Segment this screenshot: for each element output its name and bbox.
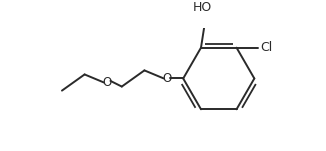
Text: HO: HO	[193, 1, 212, 14]
Text: O: O	[162, 72, 172, 85]
Text: O: O	[103, 76, 112, 89]
Text: Cl: Cl	[260, 41, 272, 54]
